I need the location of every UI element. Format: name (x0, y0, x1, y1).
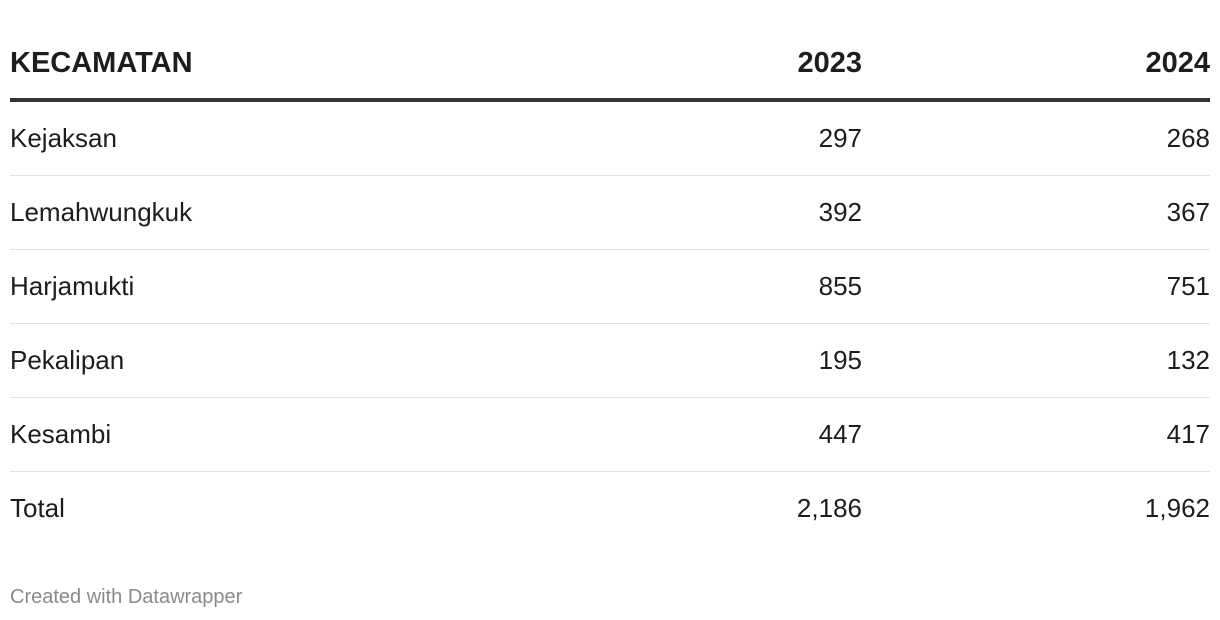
row-divider (10, 471, 1210, 472)
row-value: 2,186 (796, 493, 862, 523)
row-value: 855 (818, 271, 862, 301)
row-label: Total (10, 493, 65, 523)
row-divider (10, 249, 1210, 250)
row-value: 195 (818, 345, 862, 375)
row-label: Kejaksan (10, 123, 117, 153)
header-cell: KECAMATAN (10, 47, 193, 79)
row-value: 268 (1166, 123, 1210, 153)
header-cell: 2024 (1145, 47, 1210, 79)
row-value: 132 (1166, 345, 1210, 375)
row-divider (10, 175, 1210, 176)
row-value: 297 (818, 123, 862, 153)
row-value: 367 (1166, 197, 1210, 227)
row-divider (10, 323, 1210, 324)
row-value: 447 (818, 419, 862, 449)
row-value: 417 (1166, 419, 1210, 449)
row-value: 751 (1166, 271, 1210, 301)
row-label: Harjamukti (10, 271, 135, 301)
header-rule (10, 98, 1210, 102)
row-value: 392 (818, 197, 862, 227)
row-value: 1,962 (1144, 493, 1210, 523)
footer: Created with Datawrapper (10, 586, 243, 608)
row-label: Lemahwungkuk (10, 197, 193, 227)
row-label: Pekalipan (10, 345, 125, 375)
row-divider (10, 397, 1210, 398)
header-cell: 2023 (797, 47, 862, 79)
row-label: Kesambi (10, 419, 112, 449)
